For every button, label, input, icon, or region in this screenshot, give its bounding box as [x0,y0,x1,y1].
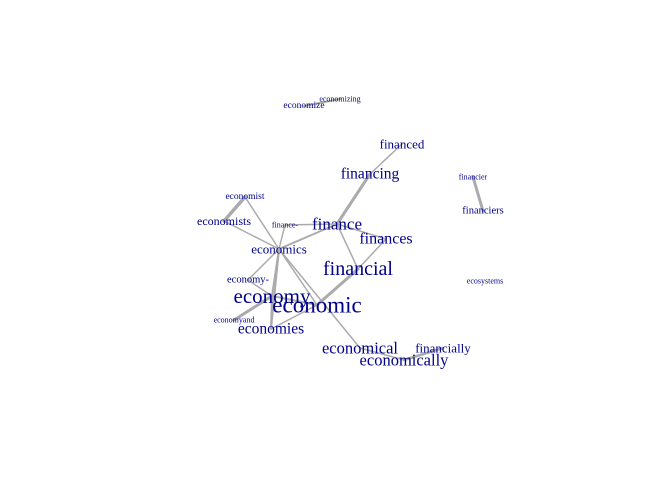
edge-economy-economic [271,295,318,306]
edge-finances-financial [357,238,387,270]
node-label-economical: economical [322,339,398,358]
edge-economics-economic [278,248,318,306]
node-label-finances: finances [359,231,412,248]
edge-economist-economics [244,196,280,250]
node-label-economies: economies [238,321,304,338]
edge-finance-financial [336,223,359,270]
node-label-financial: financial [323,258,393,280]
edge-economy--economy [247,279,273,297]
edge-economics-economy- [247,248,280,281]
node-label-economic: economic [272,293,361,318]
edge-economy-economyand [232,294,274,322]
edge-economists-economics [223,220,280,250]
node-label-economist: economist [225,192,264,202]
node-label-financiers: financiers [462,206,503,217]
node-label-economize: economize [283,101,324,111]
node-label-economists: economists [197,214,251,228]
node-label-finance: finance [312,215,362,234]
node-label-finance-hyphen: finance- [272,221,299,230]
node-label-economics: economics [251,242,307,257]
edge-finance--economics [278,224,286,250]
node-label-financing: financing [341,166,400,183]
edge-economist-economists [222,195,247,223]
edge-finance-economics [278,223,338,250]
edge-financing-finance [335,172,372,226]
node-label-economy: economy [234,284,311,308]
edge-finance-finance- [284,223,338,226]
node-label-financier: financier [459,173,488,182]
edge-financial-economic [315,267,360,307]
node-label-ecosystems: ecosystems [467,277,503,286]
edge-financially-economically [402,346,445,362]
edge-economic-economies [270,304,318,330]
node-label-financed: financed [380,137,425,152]
edges-layer [222,98,485,362]
node-label-economyand: economyand [214,316,255,325]
edge-finance-finances [336,223,387,240]
node-label-financially: financially [415,341,471,356]
node-label-economy-hyphen: economy- [227,275,269,286]
edge-economy-economies [270,295,273,330]
edge-financed-financing [369,143,403,175]
node-label-economically: economically [360,351,450,370]
node-label-economizing: economizing [319,95,360,104]
edge-economics-economical [278,248,361,349]
edge-economizing-economize [303,98,341,107]
edge-economical-economically [359,347,405,361]
edge-financier-financiers [471,175,485,213]
